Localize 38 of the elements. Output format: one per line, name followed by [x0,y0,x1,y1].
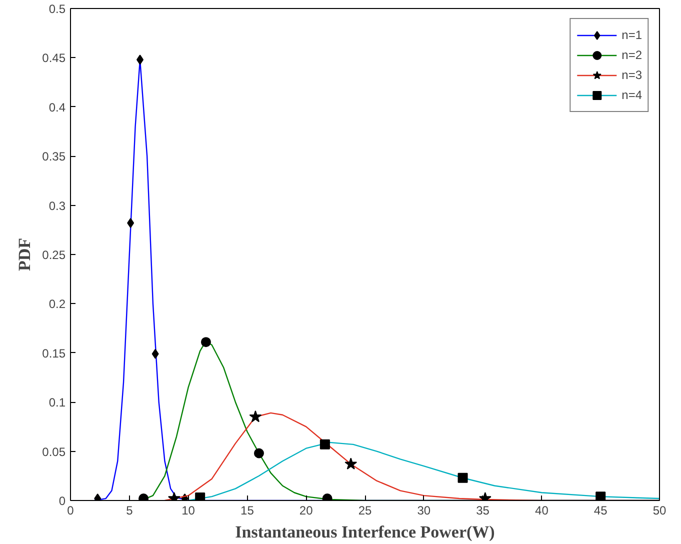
y-tick-label: 0.3 [48,198,66,213]
point [596,492,606,500]
x-tick-label: 40 [535,504,549,518]
legend-label: n=1 [622,28,642,42]
y-tick-label: 0.1 [48,396,66,410]
x-tick-label: 45 [594,504,608,518]
x-tick-label: 25 [358,504,372,518]
y-tick-label: 0.5 [48,2,66,16]
legend-label: n=3 [622,68,642,82]
y-tick-label: 0.15 [42,346,66,360]
y-tick-label: 0.45 [42,51,66,66]
y-tick-label: 0.35 [42,150,66,164]
point [195,492,206,500]
y-tick-label: 0.2 [48,297,66,312]
point [152,348,159,359]
y-tick-label: 0.05 [42,444,66,459]
point [249,410,262,422]
y-tick-label: 0 [58,494,66,508]
x-tick-label: 30 [417,504,431,518]
y-tick-label: 0.4 [48,100,66,114]
point [200,337,211,348]
legend-label: n=4 [622,88,642,102]
point [320,439,330,450]
y-axis-title: PDF [15,238,34,272]
x-tick-label: 15 [240,504,254,518]
x-tick-label: 5 [126,504,134,518]
legend-label: n=2 [622,48,642,62]
x-tick-label: 20 [299,504,314,518]
y-tick-label: 0.25 [42,248,66,262]
point [458,472,468,483]
x-tick-label: 10 [182,504,196,518]
x-tick-label: 0 [67,504,74,518]
point [127,218,134,228]
point [254,448,264,458]
point [344,458,358,470]
x-axis-title: Instantaneous Interfence Power(W) [235,522,495,542]
x-tick-label: 50 [652,504,666,518]
x-tick-label: 35 [476,504,490,518]
